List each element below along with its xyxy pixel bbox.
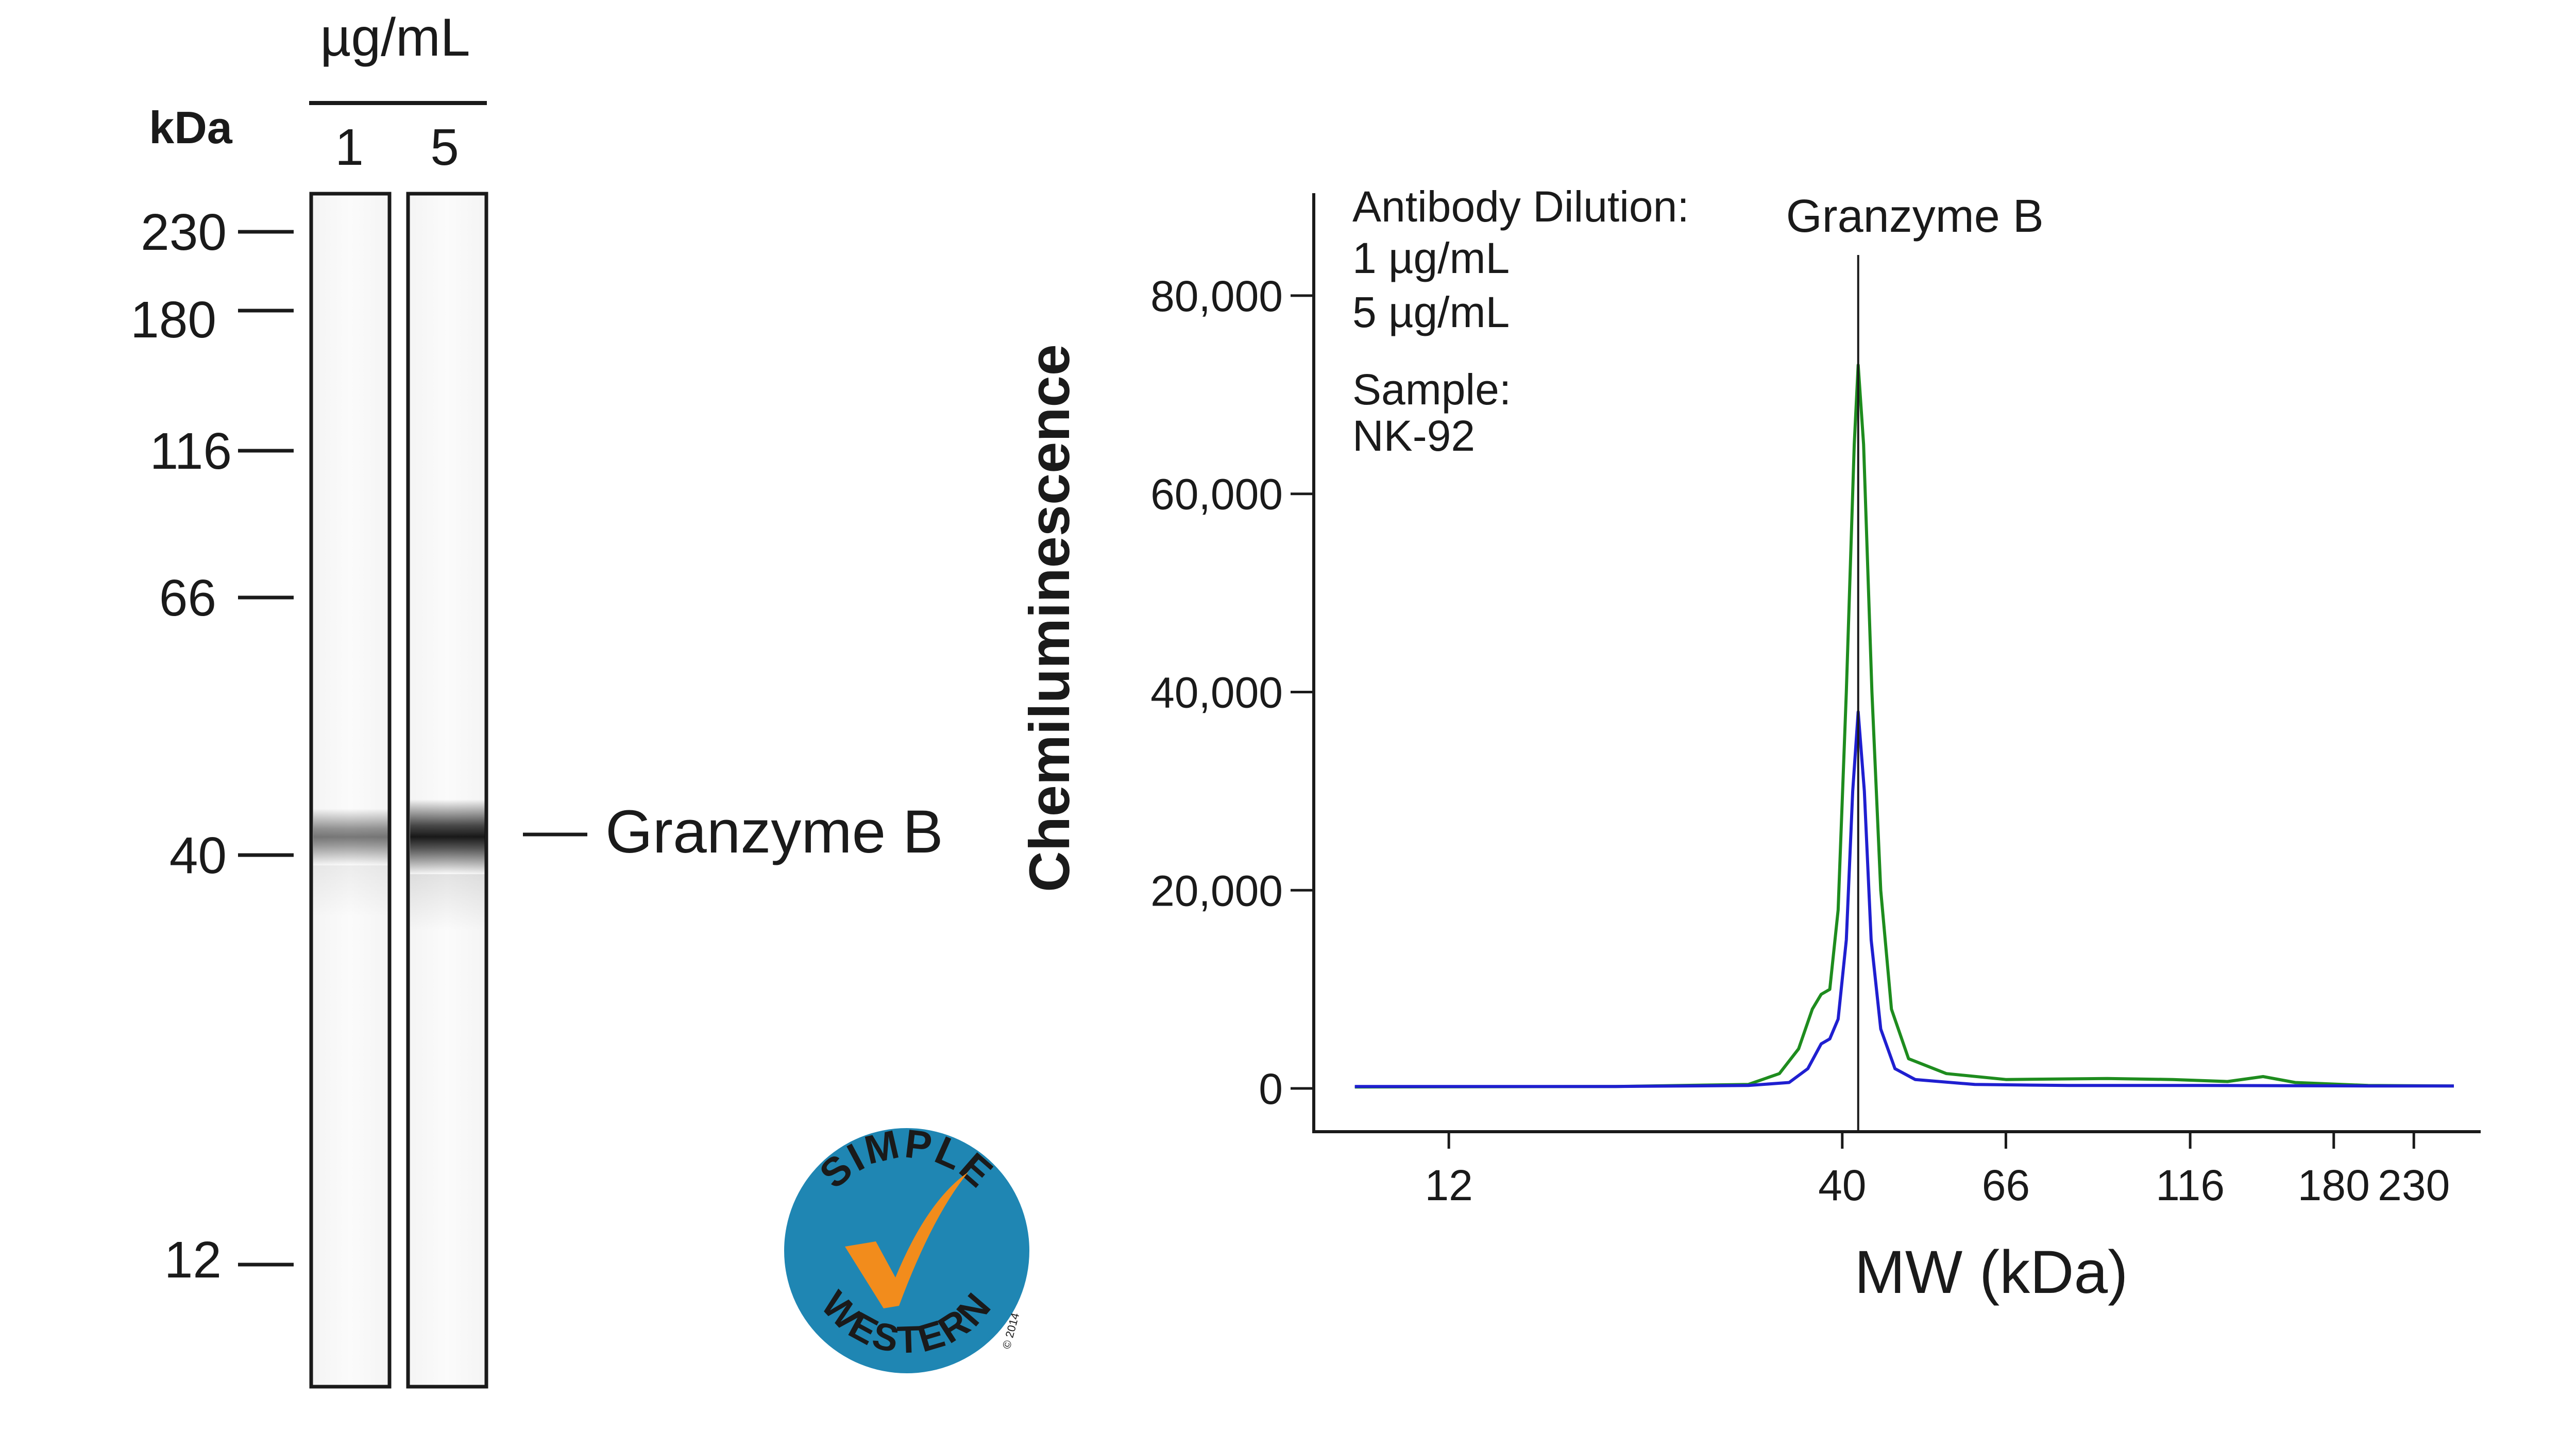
gel-marker-116: 116: [150, 422, 294, 480]
y-tick-label: 60,000: [1150, 470, 1283, 519]
gel-lane-label-1: 1: [335, 118, 364, 176]
check-icon: [845, 1172, 969, 1308]
gel-marker-66: 66: [159, 569, 294, 627]
gel-lane-1-smear: [313, 865, 388, 917]
x-tick-label: 116: [2156, 1161, 2225, 1209]
y-tick-label: 40,000: [1150, 668, 1283, 717]
sample-value: NK-92: [1352, 412, 1475, 460]
legend-heading: Antibody Dilution:: [1352, 182, 1689, 231]
simple-western-logo: SIMPLE WESTERN © 2014: [784, 1120, 1029, 1373]
gel-marker-180: 180: [130, 291, 294, 349]
gel-lane-5: [406, 192, 488, 1389]
y-ticks: 0 20,000 40,000 60,000 80,000: [1150, 272, 1314, 1113]
granzyme-b-annotation: Granzyme B: [1786, 191, 2044, 242]
gel-marker-label: 180: [130, 291, 216, 349]
gel-marker-230: 230: [141, 203, 294, 261]
gel-unit-label: µg/mL: [320, 8, 470, 67]
chart: 0 20,000 40,000 60,000 80,000 12 40 66 116 180 23…: [1018, 182, 2481, 1306]
gel-lane-label-5: 5: [430, 118, 459, 176]
gel-marker-label: 230: [141, 203, 227, 261]
gel-lane-1-background: [309, 192, 392, 1389]
y-tick-label: 80,000: [1150, 272, 1283, 320]
gel-lane-5-smear: [410, 874, 485, 931]
gel-lane-1-band: [313, 809, 388, 865]
gel-kda-label: kDa: [149, 102, 232, 153]
series-line-5-g-ml: [1354, 363, 2454, 1089]
legend-entry-1ug: 1 µg/mL: [1352, 234, 1510, 282]
gel-marker-label: 12: [164, 1231, 222, 1289]
gel-band-label: Granzyme B: [605, 798, 943, 866]
gel-marker-label: 66: [159, 569, 216, 627]
x-tick-label: 180: [2298, 1161, 2370, 1209]
series-line-1-g-ml: [1354, 710, 2454, 1088]
x-tick-label: 230: [2378, 1161, 2450, 1209]
x-axis-title: MW (kDa): [1855, 1238, 2128, 1306]
series-lines: [1354, 363, 2454, 1089]
gel-panel: µg/mL kDa 1 5 230 180 116 66: [130, 8, 943, 1389]
logo-circle: [784, 1128, 1029, 1373]
gel-marker-label: 116: [150, 422, 232, 480]
gel-marker-40: 40: [170, 827, 294, 884]
y-tick-label: 20,000: [1150, 866, 1283, 915]
gel-lane-5-band: [410, 799, 485, 874]
gel-lane-5-background: [406, 192, 488, 1389]
x-tick-label: 12: [1425, 1161, 1472, 1209]
sample-heading: Sample:: [1352, 365, 1511, 414]
gel-marker-label: 40: [170, 827, 227, 884]
x-tick-label: 40: [1818, 1161, 1866, 1209]
gel-lane-1: [309, 192, 392, 1389]
legend-entry-5ug: 5 µg/mL: [1352, 288, 1510, 336]
x-ticks: 12 40 66 116 180 230: [1425, 1132, 2450, 1209]
gel-marker-12: 12: [164, 1231, 294, 1289]
y-axis-title: Chemiluminescence: [1018, 344, 1081, 892]
legend: Antibody Dilution: 1 µg/mL 5 µg/mL Sampl…: [1352, 182, 1689, 460]
x-tick-label: 66: [1982, 1161, 2030, 1209]
y-tick-label: 0: [1259, 1065, 1283, 1113]
